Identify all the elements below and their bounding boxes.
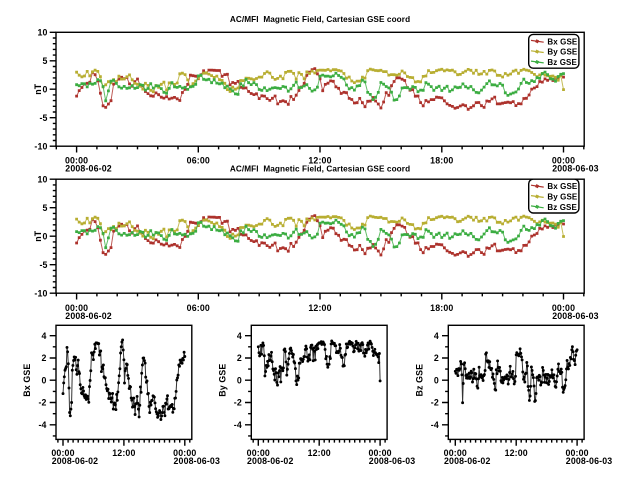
svg-text:00:00: 00:00: [368, 448, 391, 458]
svg-text:00:00: 00:00: [65, 156, 88, 166]
svg-text:-4: -4: [38, 420, 46, 430]
svg-text:nT: nT: [33, 83, 43, 95]
svg-text:00:00: 00:00: [444, 448, 467, 458]
svg-text:-10: -10: [34, 288, 47, 298]
svg-text:2008-06-02: 2008-06-02: [65, 311, 112, 321]
svg-text:00:00: 00:00: [552, 303, 575, 313]
svg-text:-5: -5: [39, 113, 47, 123]
svg-text:18:00: 18:00: [430, 303, 453, 313]
svg-text:12:00: 12:00: [505, 448, 528, 458]
svg-text:Bx GSE: Bx GSE: [547, 182, 578, 191]
svg-text:00:00: 00:00: [565, 448, 588, 458]
svg-text:2008-06-02: 2008-06-02: [52, 456, 98, 466]
svg-text:-10: -10: [34, 141, 47, 151]
svg-text:10: 10: [38, 27, 48, 37]
svg-text:2: 2: [434, 353, 439, 363]
svg-text:0: 0: [434, 375, 439, 385]
svg-text:0: 0: [42, 375, 47, 385]
svg-text:2008-06-03: 2008-06-03: [552, 164, 599, 174]
svg-text:-4: -4: [431, 420, 439, 430]
svg-text:2008-06-02: 2008-06-02: [247, 456, 294, 466]
svg-text:5: 5: [43, 56, 48, 66]
svg-text:By GSE: By GSE: [547, 193, 578, 202]
svg-text:00:00: 00:00: [247, 448, 270, 458]
svg-text:4: 4: [434, 331, 439, 341]
svg-text:-4: -4: [234, 420, 242, 430]
svg-text:By GSE: By GSE: [547, 48, 578, 57]
svg-text:2008-06-03: 2008-06-03: [174, 456, 221, 466]
svg-text:2008-06-03: 2008-06-03: [369, 456, 416, 466]
svg-text:-2: -2: [234, 398, 242, 408]
svg-text:2008-06-03: 2008-06-03: [552, 311, 599, 321]
svg-text:18:00: 18:00: [430, 156, 453, 166]
svg-text:0: 0: [43, 84, 48, 94]
svg-text:4: 4: [42, 331, 47, 341]
svg-text:00:00: 00:00: [65, 303, 88, 313]
svg-text:00:00: 00:00: [173, 448, 196, 458]
svg-text:2: 2: [42, 353, 47, 363]
svg-text:12:00: 12:00: [112, 448, 135, 458]
svg-text:5: 5: [43, 203, 48, 213]
svg-text:00:00: 00:00: [552, 156, 575, 166]
svg-text:06:00: 06:00: [187, 303, 210, 313]
svg-text:2008-06-02: 2008-06-02: [65, 164, 112, 174]
svg-text:-2: -2: [38, 398, 46, 408]
svg-text:AC/MFI Magnetic Field, Cartes: AC/MFI Magnetic Field, Cartesian GSE coo…: [230, 15, 410, 24]
svg-text:4: 4: [237, 331, 242, 341]
svg-text:2008-06-02: 2008-06-02: [444, 456, 491, 466]
svg-text:10: 10: [38, 174, 48, 184]
svg-text:Bx GSE: Bx GSE: [547, 37, 578, 46]
svg-text:0: 0: [43, 231, 48, 241]
svg-text:Bz GSE: Bz GSE: [547, 203, 577, 212]
svg-text:2008-06-03: 2008-06-03: [566, 456, 613, 466]
svg-text:12:00: 12:00: [308, 156, 331, 166]
svg-text:00:00: 00:00: [51, 448, 74, 458]
svg-text:12:00: 12:00: [308, 303, 331, 313]
svg-text:Bz GSE: Bz GSE: [414, 364, 424, 397]
svg-text:0: 0: [237, 375, 242, 385]
svg-text:2: 2: [237, 353, 242, 363]
svg-text:Bx GSE: Bx GSE: [22, 364, 32, 397]
svg-text:Bz GSE: Bz GSE: [547, 58, 577, 67]
svg-text:nT: nT: [33, 230, 43, 242]
svg-text:12:00: 12:00: [308, 448, 331, 458]
svg-text:06:00: 06:00: [187, 156, 210, 166]
svg-text:AC/MFI Magnetic Field, Cartes: AC/MFI Magnetic Field, Cartesian GSE coo…: [230, 165, 410, 174]
svg-text:-5: -5: [39, 260, 47, 270]
svg-text:By GSE: By GSE: [217, 364, 227, 397]
svg-text:-2: -2: [431, 398, 439, 408]
